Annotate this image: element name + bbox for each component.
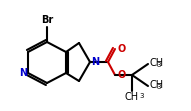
Text: CH: CH [125,92,139,102]
Text: CH: CH [149,80,163,90]
Text: O: O [117,44,125,54]
Text: 3: 3 [156,62,160,68]
Text: Br: Br [41,15,53,25]
Text: N: N [91,57,99,67]
Text: N: N [19,68,27,78]
Text: 3: 3 [139,93,143,99]
Text: 3: 3 [156,84,160,90]
Text: O: O [117,70,125,80]
Text: CH: CH [149,58,163,68]
